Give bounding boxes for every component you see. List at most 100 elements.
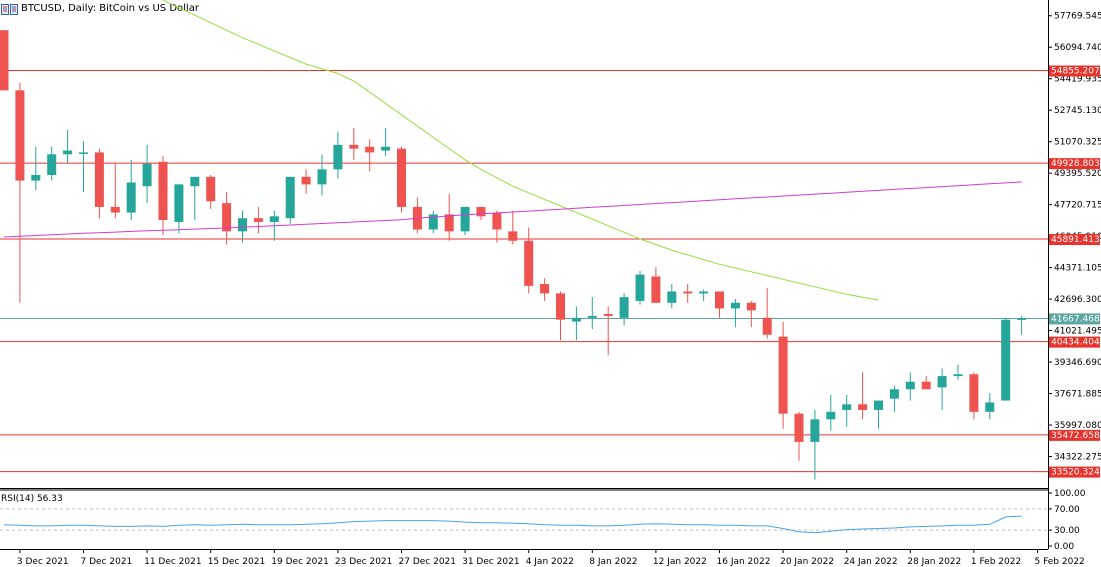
candle: [715, 291, 724, 318]
candle-body: [571, 317, 581, 322]
candle: [651, 267, 661, 303]
price-tick-label: 39346.690: [1054, 358, 1101, 368]
price-tick-label: 57769.545: [1054, 12, 1101, 22]
time-tick-label: 8 Jan 2022: [589, 557, 637, 567]
horizontal-levels: 54855.207 49928.803 45891.413 40434.404 3547…: [0, 65, 1100, 478]
candle-body: [810, 419, 820, 442]
candle: [0, 30, 9, 91]
price-tick-label: 54419.935: [1054, 75, 1101, 85]
price-tick-label: 41021.495: [1054, 327, 1101, 337]
rsi-pane: 100.00 70.00 30.00 0.00: [0, 489, 1086, 552]
candle-body: [969, 374, 979, 412]
candle: [285, 176, 295, 224]
candle-body: [619, 297, 629, 318]
candle-body: [333, 144, 343, 170]
candle-body: [110, 206, 120, 213]
candle: [730, 299, 740, 328]
candle-body: [238, 218, 247, 232]
candle-body: [699, 291, 709, 294]
rsi-tick-label: 0.00: [1054, 542, 1074, 552]
candle: [683, 283, 693, 303]
candles[interactable]: [0, 30, 1027, 480]
candle-body: [651, 276, 661, 303]
candle: [381, 127, 391, 157]
candle: [1001, 317, 1011, 401]
time-tick-label: 31 Dec 2021: [462, 557, 519, 567]
level-label-box: [1049, 336, 1100, 348]
candle-body: [730, 302, 740, 309]
candle: [905, 372, 915, 401]
candle: [969, 372, 979, 420]
time-tick-label: 3 Dec 2021: [17, 557, 69, 567]
candle-body: [985, 402, 995, 412]
candle: [492, 210, 502, 243]
price-tick-label: 44371.105: [1054, 264, 1101, 274]
time-tick-label: 4 Jan 2022: [526, 557, 574, 567]
level-label: 35472.658: [1051, 431, 1100, 441]
candle: [508, 210, 518, 245]
candle: [158, 156, 168, 236]
candle-body: [889, 389, 899, 399]
time-tick-label: 19 Dec 2021: [271, 557, 329, 567]
candle-body: [508, 231, 518, 241]
price-tick-label: 35997.080: [1054, 421, 1101, 431]
candle: [699, 289, 709, 301]
price-tick-label: 51070.325: [1054, 138, 1101, 148]
candle: [333, 131, 343, 179]
time-tick-label: 28 Jan 2022: [907, 557, 961, 567]
candle: [762, 287, 772, 339]
candle: [206, 174, 216, 209]
level-label-box: [1049, 429, 1100, 441]
time-tick-label: 15 Dec 2021: [208, 557, 266, 567]
candle: [794, 411, 804, 461]
candle: [587, 297, 597, 330]
rsi-tick-label: 100.00: [1054, 489, 1086, 499]
ma-fast-line: [162, 0, 879, 301]
current-price-box: [1049, 313, 1100, 325]
price-tick-label: 37671.885: [1054, 390, 1101, 400]
level-label: 40434.404: [1051, 338, 1100, 348]
time-tick-label: 7 Dec 2021: [81, 557, 133, 567]
level-label: 33520.324: [1051, 468, 1100, 478]
time-tick-label: 11 Dec 2021: [144, 557, 202, 567]
level-label: 54855.207: [1051, 67, 1100, 77]
candle-body: [126, 182, 136, 213]
candle: [826, 394, 836, 431]
candle: [253, 206, 263, 234]
candle: [15, 82, 25, 303]
candle-body: [937, 376, 947, 388]
candle-body: [524, 240, 534, 286]
current-price-line: 41667.468: [0, 313, 1100, 325]
candle: [571, 306, 581, 341]
candle-body: [778, 336, 788, 414]
candle: [889, 385, 899, 412]
candle: [778, 321, 788, 429]
candle-body: [603, 314, 613, 316]
candle: [1017, 315, 1027, 335]
time-tick-label: 1 Feb 2022: [971, 557, 1021, 567]
candle: [444, 193, 454, 241]
price-tick-label: 52745.130: [1054, 106, 1101, 116]
level-label: 45891.413: [1051, 235, 1100, 245]
candle: [667, 283, 677, 309]
candle: [937, 368, 947, 410]
chart-title: BTCUSD, Daily: BitCoin vs US Dollar: [21, 3, 199, 14]
current-price-label: 41667.468: [1051, 314, 1100, 324]
candle-body: [79, 152, 88, 154]
candle: [110, 163, 120, 219]
candle: [365, 139, 375, 172]
price-axis: 57769.545 56094.740 54419.935 52745.130 5107…: [1048, 12, 1101, 463]
candle: [174, 184, 184, 234]
time-tick-label: 27 Dec 2021: [399, 557, 457, 567]
candle: [31, 146, 41, 191]
price-tick-label: 49395.520: [1054, 169, 1101, 179]
ma-slow-line: [3, 181, 1022, 238]
candle: [524, 227, 534, 294]
candle: [47, 146, 57, 181]
price-tick-label: 56094.740: [1054, 43, 1101, 53]
level-label-box: [1049, 158, 1100, 170]
price-tick-label: 42696.300: [1054, 295, 1101, 305]
candle-body: [222, 203, 232, 232]
